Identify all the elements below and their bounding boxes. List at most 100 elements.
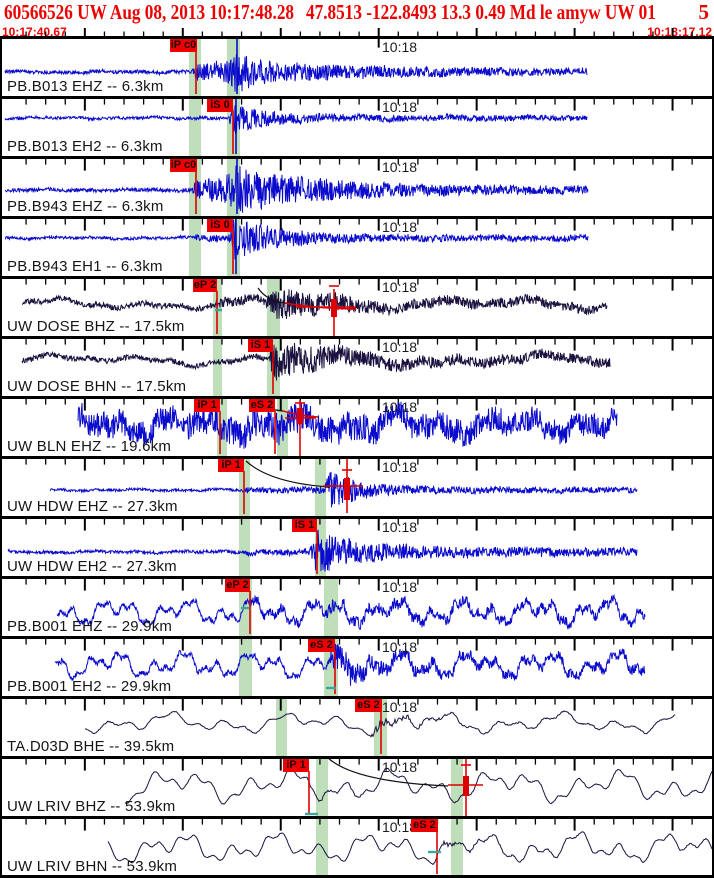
arrival-window-band: [324, 576, 338, 636]
waveform-plot: [25, 578, 693, 634]
trace-panel-pb-b001[interactable]: eS 2 10:18 PB.B001 EH2 -- 29.9km: [0, 636, 714, 696]
pick-flag-label: eS 2: [310, 638, 333, 651]
station-label: PB.B013 EH2 -- 6.3km: [7, 138, 163, 155]
pick-flag[interactable]: iP 1: [194, 398, 220, 412]
station-label: PB.B943 EH1 -- 6.3km: [7, 258, 163, 275]
pick-flag[interactable]: eP 2: [225, 578, 250, 592]
arrival-window-band: [239, 636, 252, 696]
pick-flag[interactable]: iP c0: [170, 158, 197, 172]
pick-flag[interactable]: eS 2: [355, 698, 382, 712]
trace-panel-uw[interactable]: iP 1 10:18 UW LRIV BHZ -- 53.9km: [0, 756, 714, 816]
pick-flag-label: iS 0: [210, 218, 230, 231]
waveform-plot: [4, 158, 693, 214]
window-end-time: 10:18:17.12: [647, 25, 712, 39]
time-tick-label: 10:18: [382, 819, 418, 835]
waveform-plot: [4, 38, 588, 94]
time-tick-label: 10:18: [382, 459, 418, 475]
panel-separator-line: [0, 336, 714, 339]
pick-flags: iS 1: [0, 516, 714, 576]
trace-panel-pb-b013[interactable]: iP c0 10:18 PB.B013 EHZ -- 6.3km: [0, 36, 714, 96]
trace-panel-pb-b013[interactable]: iS 0 10:18 PB.B013 EH2 -- 6.3km: [0, 96, 714, 156]
bottom-frame-border: [0, 875, 714, 878]
time-tick-label: 10:18: [382, 699, 418, 715]
trace-panel-pb-b943[interactable]: iP c0 10:18 PB.B943 EHZ -- 6.3km: [0, 156, 714, 216]
pick-flag[interactable]: eS 2: [249, 398, 275, 412]
pick-flag[interactable]: iS 0: [207, 218, 233, 232]
waveform-plot: [21, 278, 693, 336]
trace-panel-uw[interactable]: eP 2 10:18 UW DOSE BHZ -- 17.5km: [0, 276, 714, 336]
station-label: UW HDW EHZ -- 27.3km: [7, 498, 178, 515]
time-tick-label: 10:18: [382, 99, 418, 115]
pick-flag-label: eS 2: [413, 818, 436, 831]
panel-separator-line: [0, 696, 714, 699]
trace-panel-pb-b943[interactable]: iS 0 10:18 PB.B943 EH1 -- 6.3km: [0, 216, 714, 276]
station-label: UW LRIV BHN -- 53.9km: [7, 858, 178, 875]
trace-panel-uw[interactable]: iS 1 10:18 UW DOSE BHN -- 17.5km: [0, 336, 714, 396]
pick-flag[interactable]: iS 1: [248, 338, 273, 352]
pick-flags: iP 1 eS 2: [0, 396, 714, 456]
station-label: UW BLN EHZ -- 19.6km: [7, 438, 172, 455]
pick-flag-label: eP 2: [226, 578, 249, 591]
pick-flag[interactable]: eP 2: [193, 278, 217, 292]
panel-separator-line: [0, 816, 714, 819]
right-frame-border: [712, 36, 714, 878]
time-tick-label: 10:18: [382, 759, 418, 775]
pick-flags: iS 1: [0, 336, 714, 396]
panel-separator-line: [0, 576, 714, 579]
pick-flag[interactable]: iP 1: [218, 458, 244, 472]
station-label: PB.B943 EHZ -- 6.3km: [7, 198, 164, 215]
pick-flag-label: iP 1: [197, 398, 217, 411]
time-tick-label: 10:18: [382, 219, 418, 235]
trace-panel-uw[interactable]: iP 1 10:18 UW HDW EHZ -- 27.3km: [0, 456, 714, 516]
pick-flag-label: iP c0: [170, 38, 197, 51]
window-start-time: 10:17:40.67: [2, 25, 67, 39]
trace-panel-ta-d03d[interactable]: eS 2 10:18 TA.D03D BHE -- 39.5km: [0, 696, 714, 756]
pick-flag[interactable]: eS 2: [308, 638, 335, 652]
panel-separator-line: [0, 756, 714, 759]
pick-flags: eS 2: [0, 816, 714, 876]
waveform-plot: [25, 757, 713, 816]
arrival-window-band: [189, 96, 201, 156]
station-label: PB.B013 EHZ -- 6.3km: [7, 78, 164, 95]
station-label: PB.B001 EHZ -- 29.9km: [7, 618, 173, 635]
event-header-origin: 60566526 UW Aug 08, 2013 10:17:48.28: [4, 0, 295, 24]
pick-flag-label: iP 1: [221, 458, 241, 471]
panel-separator-line: [0, 456, 714, 459]
pick-flag-label: eS 2: [357, 698, 380, 711]
pick-flag[interactable]: eS 2: [411, 818, 438, 832]
waveform-plot: [4, 217, 693, 274]
time-tick-label: 10:18: [382, 279, 418, 295]
panel-separator-line: [0, 396, 714, 399]
pick-flag[interactable]: iS 1: [292, 518, 317, 532]
pick-flags: iP 1: [0, 456, 714, 516]
panel-separator-line: [0, 516, 714, 519]
station-label: TA.D03D BHE -- 39.5km: [7, 738, 175, 755]
arrival-window-band: [451, 816, 463, 876]
trace-panel-uw[interactable]: iS 1 10:18 UW HDW EH2 -- 27.3km: [0, 516, 714, 576]
arrival-window-band: [316, 816, 328, 876]
pick-flags: eS 2: [0, 696, 714, 756]
time-tick-label: 10:18: [382, 39, 418, 55]
waveform-plot: [25, 818, 713, 874]
pick-flags: iP 1: [0, 756, 714, 816]
event-header-count: 5: [698, 0, 710, 24]
station-label: UW DOSE BHZ -- 17.5km: [7, 318, 185, 335]
pick-flag-label: iS 1: [250, 338, 271, 351]
pick-flag-label: iS 0: [210, 98, 230, 111]
pick-flag[interactable]: iP c0: [170, 38, 197, 52]
trace-panel-uw[interactable]: eS 2 10:18 UW LRIV BHN -- 53.9km: [0, 816, 714, 876]
left-frame-border: [0, 36, 2, 878]
arrival-window-band: [276, 696, 287, 756]
pick-flags: eS 2: [0, 636, 714, 696]
pick-flags: eP 2: [0, 576, 714, 636]
pick-flag[interactable]: iP 1: [283, 758, 309, 772]
time-tick-label: 10:18: [382, 339, 418, 355]
panel-separator-line: [0, 36, 714, 39]
waveform-plot: [25, 638, 693, 694]
trace-panel-uw[interactable]: iP 1 eS 2 10:18 UW BLN EHZ -- 19.6km: [0, 396, 714, 456]
panel-separator-line: [0, 276, 714, 279]
pick-flag[interactable]: iS 0: [207, 98, 233, 112]
panel-separator-line: [0, 96, 714, 99]
trace-panel-pb-b001[interactable]: eP 2 10:18 PB.B001 EHZ -- 29.9km: [0, 576, 714, 636]
waveform-plot: [21, 338, 693, 394]
